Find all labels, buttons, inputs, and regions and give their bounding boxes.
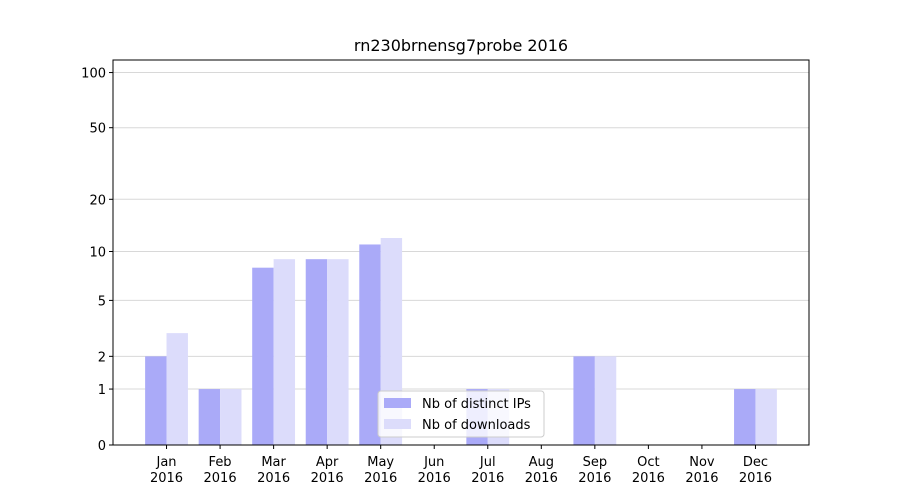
x-tick-label: Jan 2016 <box>150 455 183 486</box>
x-tick-label: Dec 2016 <box>739 455 772 486</box>
bar <box>734 389 756 445</box>
y-tick-label: 20 <box>89 193 106 208</box>
x-tick-label: Aug 2016 <box>525 455 558 486</box>
bar <box>573 356 595 445</box>
bar <box>755 389 777 445</box>
bar <box>594 356 617 445</box>
x-tick-label: Jun 2016 <box>418 455 451 486</box>
y-tick-label: 5 <box>98 294 106 309</box>
y-tick-label: 10 <box>89 245 106 260</box>
legend-label: Nb of distinct IPs <box>422 397 531 412</box>
y-tick-label: 0 <box>98 439 106 454</box>
x-tick-label: Nov 2016 <box>685 455 718 486</box>
bar <box>166 333 188 445</box>
x-tick-label: Oct 2016 <box>632 455 665 486</box>
y-tick-label: 50 <box>89 122 106 137</box>
x-tick-label: Sep 2016 <box>578 455 611 486</box>
bar <box>305 259 328 445</box>
y-tick-label: 2 <box>98 350 106 365</box>
plot-frame <box>112 59 810 446</box>
x-tick-label: Feb 2016 <box>204 455 237 486</box>
x-tick-label: Mar 2016 <box>257 455 290 486</box>
x-tick-label: Jul 2016 <box>471 455 504 486</box>
y-tick-label: 100 <box>81 67 106 82</box>
legend-box <box>377 390 545 438</box>
legend-swatch <box>384 398 411 408</box>
bar <box>198 389 221 445</box>
bar <box>273 259 296 445</box>
legend-label: Nb of downloads <box>422 418 531 433</box>
x-tick-label: May 2016 <box>364 455 397 486</box>
bar <box>145 356 167 445</box>
bar <box>327 259 349 445</box>
y-tick-label: 1 <box>98 383 106 398</box>
legend-swatch <box>384 419 411 429</box>
bar <box>359 244 381 445</box>
x-tick-label: Apr 2016 <box>311 455 344 486</box>
chart-title: rn230brnensg7probe 2016 <box>354 36 568 55</box>
bar <box>220 389 242 445</box>
bar <box>252 267 274 445</box>
